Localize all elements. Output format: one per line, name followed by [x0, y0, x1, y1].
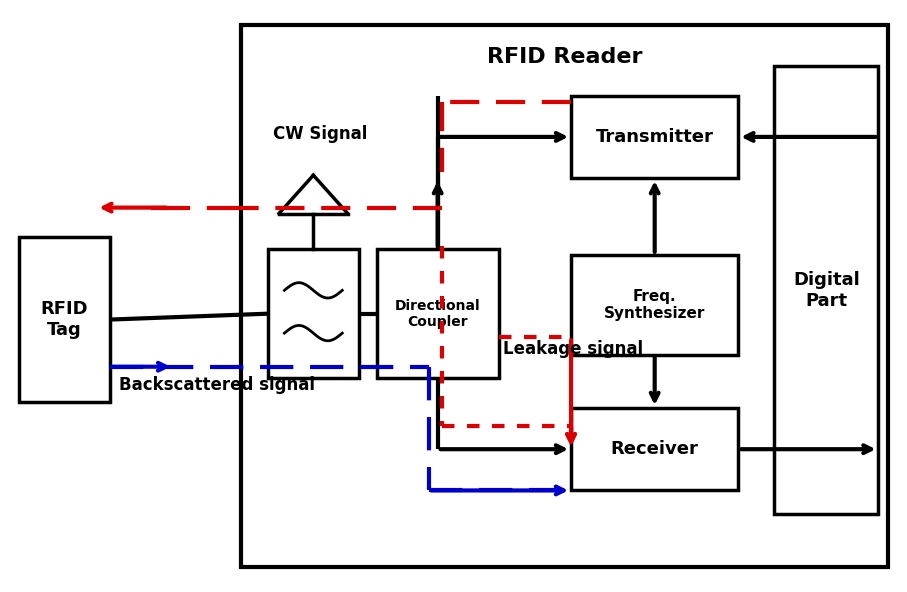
- Bar: [571, 96, 738, 178]
- Text: RFID
Tag: RFID Tag: [41, 300, 89, 339]
- Bar: [571, 408, 738, 490]
- Text: Receiver: Receiver: [610, 440, 698, 458]
- Bar: [571, 255, 738, 355]
- Text: Leakage signal: Leakage signal: [503, 340, 643, 358]
- Bar: [376, 249, 499, 378]
- Bar: [268, 249, 358, 378]
- Text: Transmitter: Transmitter: [596, 128, 714, 146]
- Text: Directional
Coupler: Directional Coupler: [395, 298, 481, 329]
- Text: RFID Reader: RFID Reader: [486, 47, 642, 67]
- Bar: [241, 25, 888, 567]
- Bar: [775, 66, 879, 514]
- Bar: [19, 237, 110, 402]
- Text: Digital
Part: Digital Part: [793, 271, 860, 310]
- Text: Freq.
Synthesizer: Freq. Synthesizer: [604, 289, 706, 321]
- Text: Backscattered signal: Backscattered signal: [119, 375, 315, 394]
- Text: CW Signal: CW Signal: [273, 125, 367, 143]
